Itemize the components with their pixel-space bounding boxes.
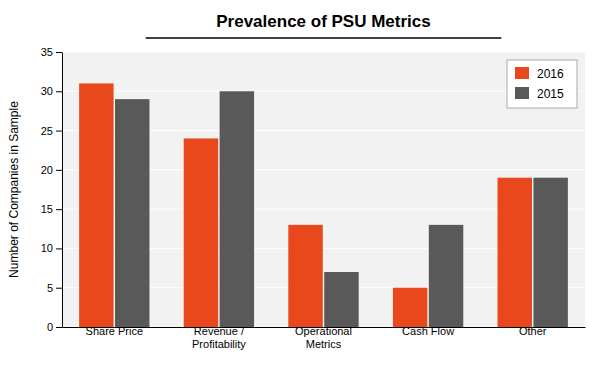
y-axis-title: Number of Companies in Sample (7, 101, 21, 278)
bar (324, 272, 358, 327)
y-tick-mark (56, 52, 62, 53)
y-tick: 10 (41, 242, 62, 254)
legend-swatch (515, 87, 529, 99)
y-tick: 25 (41, 125, 62, 137)
y-tick-label: 5 (47, 282, 53, 294)
y-tick-label: 15 (41, 203, 53, 215)
legend-label: 2016 (537, 67, 564, 81)
bar (533, 178, 567, 327)
legend-box (507, 60, 577, 108)
y-axis: 0 5 10 15 20 25 30 35 (41, 46, 63, 333)
bar (288, 225, 322, 327)
x-tick-label: Revenue /Profitability (192, 325, 246, 350)
x-tick-label-line: Other (519, 325, 547, 337)
bars (79, 83, 568, 327)
grid-line (62, 52, 585, 53)
x-tick-label: Cash Flow (402, 325, 454, 337)
y-tick: 35 (41, 46, 62, 58)
y-tick-mark (56, 91, 62, 92)
x-axis: Share Price Revenue /Profitability Operati… (63, 325, 586, 350)
x-tick: Share Price (86, 325, 143, 337)
x-tick-label-line: Share Price (86, 325, 143, 337)
y-tick-mark (56, 209, 62, 210)
y-tick-mark (56, 248, 62, 249)
plot: 0 5 10 15 20 25 30 35 Share Price Revenue /Profit… (7, 46, 586, 350)
y-tick: 30 (41, 85, 62, 97)
y-tick-mark (56, 131, 62, 132)
x-tick-label: OperationalMetrics (295, 325, 352, 350)
x-tick-label-line: Cash Flow (402, 325, 454, 337)
x-tick-label-line: Profitability (192, 338, 246, 350)
x-tick-label-line: Revenue / (194, 325, 245, 337)
x-tick: Other (519, 325, 547, 337)
x-tick: Revenue /Profitability (192, 325, 246, 350)
bar-series (115, 91, 568, 327)
bar (393, 288, 427, 327)
x-tick-label: Share Price (86, 325, 143, 337)
y-tick-label: 35 (41, 46, 53, 58)
legend-item: 2016 (515, 67, 564, 81)
x-tick-label-line: Metrics (306, 338, 342, 350)
title: Prevalence of PSU Metrics (216, 12, 430, 31)
x-tick-label-line: Operational (295, 325, 352, 337)
y-tick-label: 0 (47, 321, 53, 333)
bar (498, 178, 532, 327)
title-underline (146, 37, 502, 39)
legend-label: 2015 (537, 87, 564, 101)
y-tick-mark (56, 170, 62, 171)
y-tick-label: 10 (41, 242, 53, 254)
y-tick-label: 20 (41, 164, 53, 176)
plot-background (62, 52, 585, 327)
x-tick: Cash Flow (402, 325, 454, 337)
y-tick-label: 25 (41, 125, 53, 137)
legend-item: 2015 (515, 87, 564, 101)
y-tick: 5 (47, 282, 62, 294)
x-tick: OperationalMetrics (295, 325, 352, 350)
legend: 2016 2015 (507, 60, 577, 108)
legend-swatch (515, 67, 529, 79)
bar-series (79, 83, 532, 327)
bar (184, 138, 218, 327)
y-tick-mark (56, 327, 62, 328)
grid (62, 52, 585, 327)
chart: 0 5 10 15 20 25 30 35 Share Price Revenue /Profit… (0, 0, 601, 373)
y-axis-line (62, 53, 63, 328)
y-tick-label: 30 (41, 85, 53, 97)
x-tick-label: Other (519, 325, 547, 337)
bar (79, 83, 113, 327)
y-tick: 0 (47, 321, 62, 333)
y-tick: 15 (41, 203, 62, 215)
bar (115, 99, 149, 327)
y-tick-mark (56, 288, 62, 289)
bar (220, 91, 254, 327)
bar (429, 225, 463, 327)
y-tick: 20 (41, 164, 62, 176)
